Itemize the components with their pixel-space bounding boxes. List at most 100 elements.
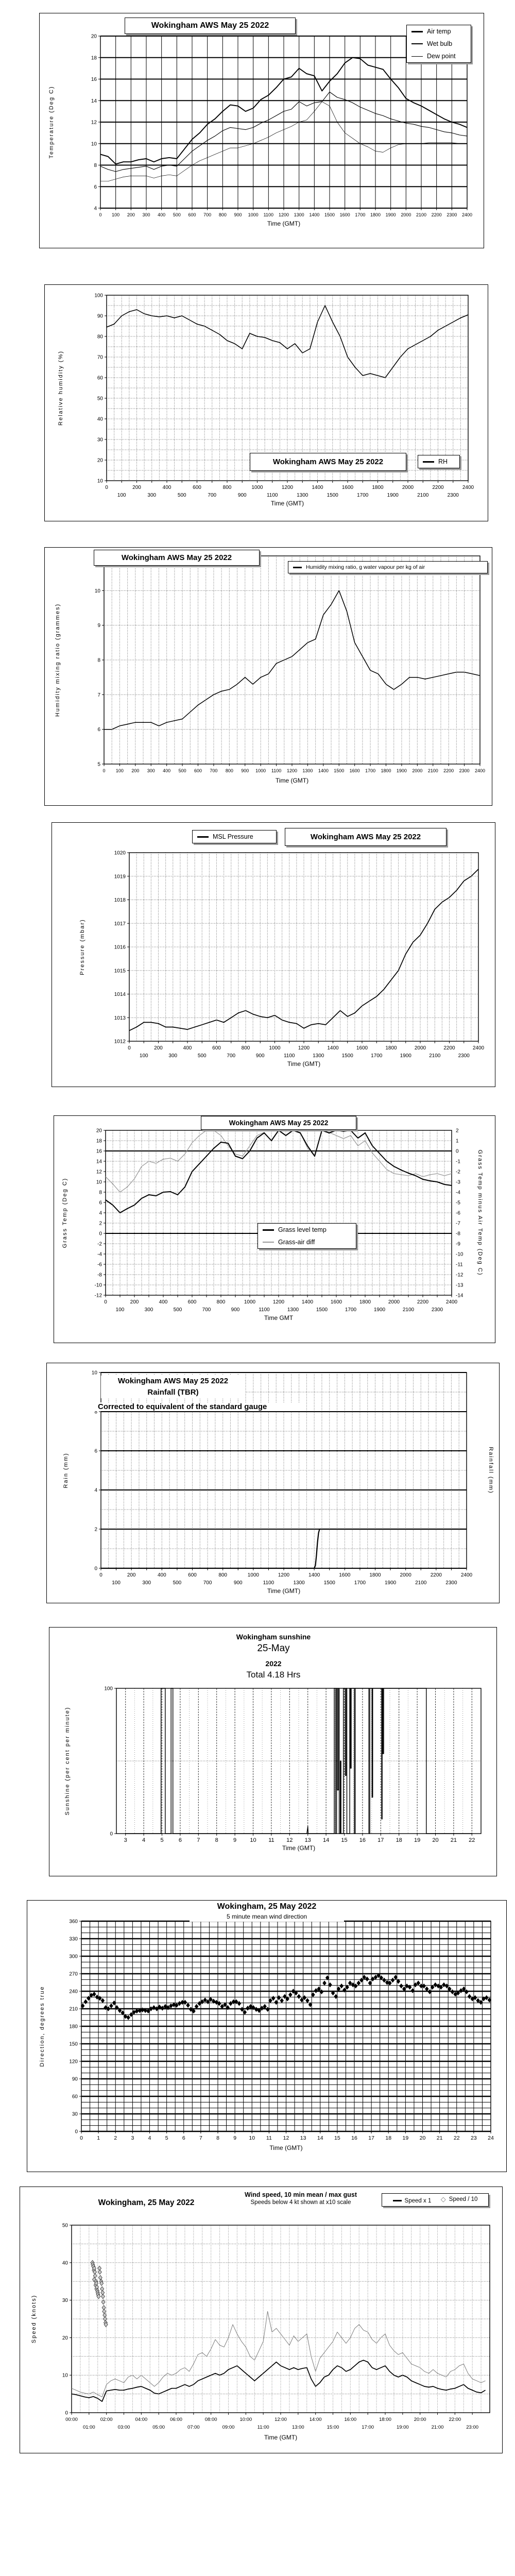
- svg-text:400: 400: [163, 768, 170, 773]
- svg-text:100: 100: [94, 293, 103, 299]
- svg-text:30: 30: [62, 2298, 68, 2303]
- svg-text:1200: 1200: [278, 1572, 290, 1578]
- svg-text:700: 700: [227, 1053, 235, 1059]
- svg-text:2000: 2000: [415, 1045, 426, 1051]
- svg-text:6: 6: [97, 727, 100, 733]
- svg-text:-4: -4: [456, 1190, 460, 1196]
- svg-text:24: 24: [488, 2135, 494, 2141]
- svg-text:1200: 1200: [282, 485, 294, 490]
- svg-text:-9: -9: [456, 1242, 460, 1247]
- legend-item-air-temp: Air temp: [407, 25, 471, 38]
- svg-text:16:00: 16:00: [344, 2417, 356, 2422]
- svg-text:12: 12: [286, 1837, 293, 1843]
- legend-label: Grass-air diff: [278, 1239, 315, 1246]
- svg-text:22: 22: [454, 2135, 460, 2141]
- legend-label: Wet bulb: [427, 40, 453, 47]
- svg-text:1000: 1000: [248, 212, 259, 217]
- svg-text:400: 400: [158, 212, 165, 217]
- svg-text:1500: 1500: [342, 1053, 354, 1059]
- svg-text:10: 10: [95, 588, 101, 594]
- winddir-title-line1: Wokingham, 25 May 2022: [217, 1902, 317, 1911]
- svg-text:10: 10: [62, 2373, 68, 2379]
- svg-text:16: 16: [359, 1837, 366, 1843]
- svg-text:6: 6: [182, 2135, 185, 2141]
- svg-text:00:00: 00:00: [65, 2417, 78, 2422]
- svg-text:-8: -8: [97, 1273, 102, 1278]
- svg-text:Rainfall (mm): Rainfall (mm): [488, 1447, 494, 1494]
- svg-text:900: 900: [256, 1053, 265, 1059]
- svg-text:1600: 1600: [342, 485, 354, 490]
- svg-text:1016: 1016: [114, 945, 126, 951]
- svg-text:100: 100: [140, 1053, 148, 1059]
- svg-text:2: 2: [456, 1128, 459, 1134]
- legend-item-dew-point: Dew point: [407, 50, 471, 62]
- svg-text:200: 200: [131, 768, 139, 773]
- svg-text:200: 200: [130, 1299, 139, 1305]
- air-temp-line-sample-icon: [411, 30, 423, 32]
- legend-label: Air temp: [427, 28, 451, 35]
- pressure-chart-svg: 0 100 200 300 400 500 600 700 800 900 100011001200…: [79, 851, 485, 1068]
- svg-text:21: 21: [437, 2135, 443, 2141]
- svg-text:2300: 2300: [458, 1053, 470, 1059]
- svg-text:07:00: 07:00: [187, 2425, 200, 2430]
- svg-text:90: 90: [72, 2077, 78, 2082]
- speed-div10-diamond-icon: ◇: [440, 2195, 446, 2203]
- svg-text:-3: -3: [456, 1180, 460, 1185]
- rain-title-line1: Wokingham AWS May 25 2022: [117, 1377, 229, 1385]
- svg-text:18: 18: [396, 1837, 402, 1843]
- svg-text:100: 100: [116, 1307, 125, 1313]
- svg-text:20: 20: [432, 1837, 438, 1843]
- svg-text:0: 0: [105, 485, 108, 490]
- svg-text:22:00: 22:00: [449, 2417, 461, 2422]
- svg-text:20: 20: [91, 34, 97, 40]
- svg-text:1900: 1900: [387, 493, 399, 498]
- svg-text:900: 900: [234, 212, 242, 217]
- rain-title: Wokingham AWS May 25 2022 Rainfall (TBR): [101, 1376, 245, 1398]
- chart-panel-rain: 0 100 200 300 400 500 600 700 800 900 1000 1100 1200…: [46, 1363, 500, 1603]
- svg-text:0: 0: [75, 2129, 78, 2135]
- svg-text:14: 14: [317, 2135, 323, 2141]
- chart-panel-winddir: 0 1 2 3 4 5 6 7 8 9 10 11 12 13 14 15 16 17 18 19 20 21 22 23 24…: [27, 1900, 507, 2172]
- svg-text:1000: 1000: [255, 768, 266, 773]
- grass-level-line-sample-icon: [263, 1229, 274, 1231]
- svg-text:300: 300: [142, 1580, 151, 1586]
- svg-text:19:00: 19:00: [397, 2425, 409, 2430]
- svg-text:300: 300: [168, 1053, 177, 1059]
- svg-text:-1: -1: [456, 1159, 460, 1165]
- svg-text:1500: 1500: [324, 212, 335, 217]
- svg-text:1013: 1013: [114, 1015, 126, 1021]
- windspeed-chart-svg: 00:00 01:00 02:00 03:00 04:00 05:00 06:00 07:00…: [31, 2223, 490, 2441]
- svg-text:6: 6: [179, 1837, 182, 1843]
- svg-text:40: 40: [62, 2260, 68, 2266]
- mixing-legend: Humidity mixing ratio, g water vapour pe…: [288, 561, 488, 573]
- svg-text:0: 0: [128, 1045, 131, 1051]
- temperature-legend: Air temp Wet bulb Dew point: [406, 25, 471, 63]
- svg-text:1000: 1000: [244, 1299, 256, 1305]
- legend-label: RH: [438, 458, 448, 465]
- svg-text:1400: 1400: [302, 1299, 314, 1305]
- svg-text:2000: 2000: [412, 768, 422, 773]
- sunshine-title-line1: Wokingham sunshine: [236, 1633, 311, 1641]
- svg-text:8: 8: [94, 163, 97, 168]
- chart-panel-sunshine: 3 4 5 6 7 8 9 10 11 12 13 14 15 16 17 18 19 20 21 22 0 100 Sun…: [49, 1627, 497, 1876]
- svg-text:200: 200: [127, 212, 135, 217]
- svg-text:1014: 1014: [114, 992, 126, 997]
- svg-text:10: 10: [97, 479, 104, 484]
- svg-text:0: 0: [110, 1832, 113, 1837]
- svg-text:500: 500: [178, 493, 186, 498]
- svg-text:500: 500: [179, 768, 186, 773]
- temperature-title: Wokingham AWS May 25 2022: [125, 18, 296, 34]
- svg-text:1015: 1015: [114, 968, 126, 974]
- svg-text:8: 8: [215, 1837, 218, 1843]
- svg-text:1020: 1020: [114, 851, 126, 856]
- svg-text:1300: 1300: [313, 1053, 324, 1059]
- svg-text:2200: 2200: [443, 1045, 455, 1051]
- svg-text:10:00: 10:00: [239, 2417, 252, 2422]
- svg-text:600: 600: [188, 1299, 197, 1305]
- svg-text:5: 5: [165, 2135, 168, 2141]
- svg-text:1: 1: [456, 1139, 459, 1144]
- windspeed-subtitle: Wind speed, 10 min mean / max gust Speed…: [226, 2191, 375, 2206]
- svg-text:-2: -2: [97, 1242, 102, 1247]
- svg-text:1700: 1700: [357, 493, 369, 498]
